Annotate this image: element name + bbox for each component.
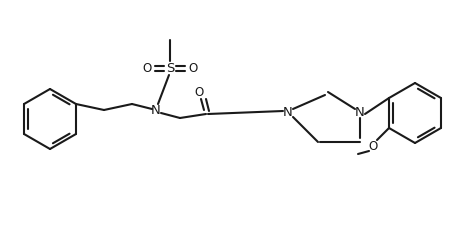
Text: N: N <box>355 106 365 119</box>
Text: O: O <box>188 62 197 75</box>
Text: N: N <box>283 106 293 119</box>
Text: S: S <box>166 62 174 75</box>
Text: O: O <box>142 62 152 75</box>
Text: O: O <box>368 140 378 153</box>
Text: O: O <box>194 85 204 98</box>
Text: N: N <box>151 104 161 117</box>
